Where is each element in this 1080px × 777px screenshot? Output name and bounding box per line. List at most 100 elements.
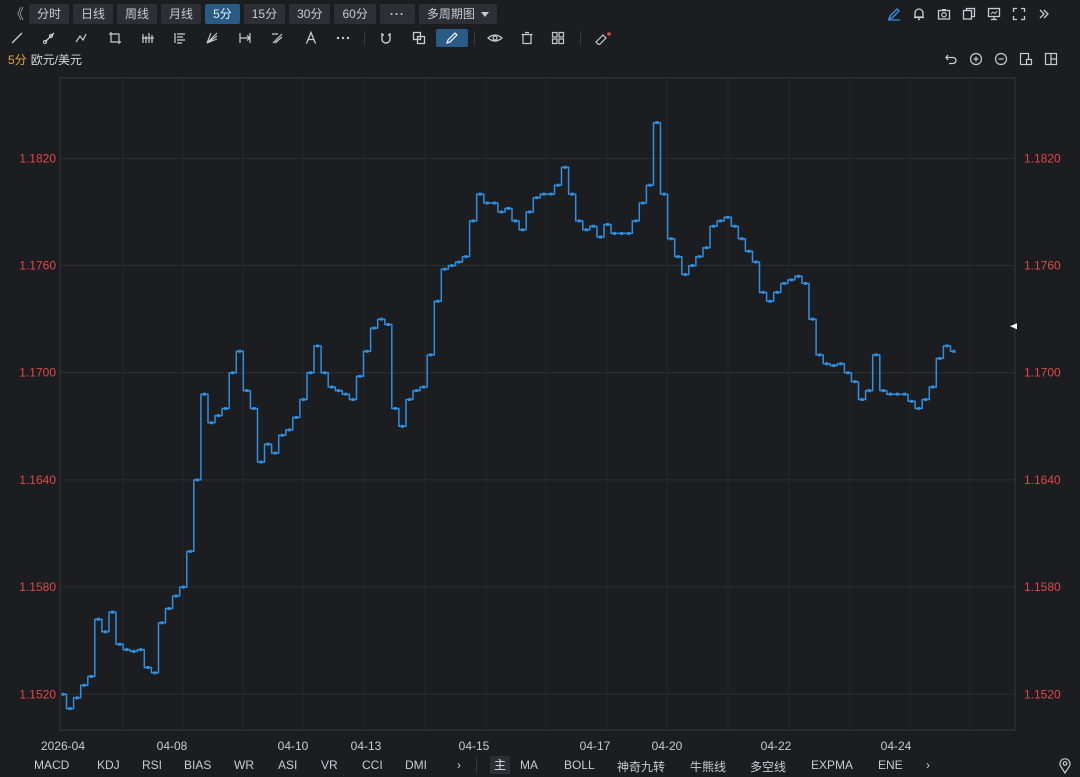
indicator-wr[interactable]: WR xyxy=(234,758,254,772)
price-series xyxy=(61,121,956,711)
period-button-daily[interactable]: 日线 xyxy=(73,4,114,24)
text-tool-icon[interactable] xyxy=(302,29,320,47)
price-point xyxy=(252,406,256,410)
layers-icon[interactable] xyxy=(410,29,428,47)
chevron-right-icon[interactable]: › xyxy=(926,758,930,772)
indicator-vr[interactable]: VR xyxy=(321,758,338,772)
indicator-dmi[interactable]: DMI xyxy=(405,758,427,772)
indicator-boll[interactable]: BOLL xyxy=(564,758,595,772)
magnet-icon[interactable] xyxy=(377,29,395,47)
zoom-in-icon[interactable] xyxy=(967,50,984,67)
price-point xyxy=(139,648,143,652)
price-point xyxy=(499,210,503,214)
more-tools-icon[interactable] xyxy=(334,29,352,47)
chevron-down-icon xyxy=(480,11,489,17)
indicator-magic-nine[interactable]: 神奇九转 xyxy=(617,760,666,774)
price-point xyxy=(75,696,79,700)
line-tool-icon[interactable] xyxy=(8,29,26,47)
price-point xyxy=(344,392,348,396)
period-button-monthly[interactable]: 月线 xyxy=(161,4,202,24)
indicator-ene[interactable]: ENE xyxy=(878,758,903,772)
chart-settings-icon[interactable] xyxy=(1017,50,1034,67)
price-point xyxy=(747,249,751,253)
price-point xyxy=(365,349,369,353)
price-chart[interactable]: 1.1820 1.1760 1.1700 1.1640 1.1580 1.1520 1.1… xyxy=(0,70,1080,754)
price-point xyxy=(874,353,878,357)
eye-icon[interactable] xyxy=(486,29,504,47)
y-tick-label: 1.1640 xyxy=(19,473,56,487)
indicator-expma[interactable]: EXPMA xyxy=(811,758,854,772)
location-pin-icon[interactable] xyxy=(1056,757,1073,774)
price-point xyxy=(429,353,433,357)
chevron-right-icon[interactable]: › xyxy=(457,758,461,772)
multi-period-dropdown[interactable]: 多周期图 xyxy=(418,4,497,24)
camera-icon[interactable] xyxy=(935,5,952,22)
layout-icon[interactable] xyxy=(1042,50,1059,67)
bell-icon[interactable] xyxy=(910,5,927,22)
zoom-out-icon[interactable] xyxy=(992,50,1009,67)
indicator-cci[interactable]: CCI xyxy=(362,758,383,772)
price-point xyxy=(358,374,362,378)
price-point xyxy=(174,594,178,598)
ray-tool-icon[interactable] xyxy=(40,29,58,47)
period-button-30min[interactable]: 30分 xyxy=(289,4,331,24)
price-point xyxy=(337,389,341,393)
indicator-bias[interactable]: BIAS xyxy=(184,758,212,772)
rectangle-tool-icon[interactable] xyxy=(106,29,124,47)
monitor-icon[interactable] xyxy=(985,5,1002,22)
x-tick-label: 04-17 xyxy=(580,739,611,753)
price-point xyxy=(846,371,850,375)
price-point xyxy=(181,585,185,589)
channel-tool-icon[interactable] xyxy=(139,29,157,47)
pencil-icon[interactable] xyxy=(885,5,902,22)
pitchfork-tool-icon[interactable] xyxy=(268,29,286,47)
period-button-5min[interactable]: 5分 xyxy=(205,4,240,24)
ruler-alert-icon[interactable] xyxy=(594,29,612,47)
indicator-asi[interactable]: ASI xyxy=(278,758,298,772)
fibonacci-tool-icon[interactable] xyxy=(171,29,189,47)
price-point xyxy=(584,228,588,232)
price-point xyxy=(125,648,129,652)
indicator-rsi[interactable]: RSI xyxy=(142,758,163,772)
indicator-long-short-line[interactable]: 多空线 xyxy=(750,760,787,774)
polyline-tool-icon[interactable] xyxy=(72,29,90,47)
price-point xyxy=(210,421,213,425)
price-point xyxy=(867,389,871,393)
price-point xyxy=(669,237,673,241)
last-price-marker xyxy=(1010,323,1017,330)
x-tick-label: 2026-04 xyxy=(41,739,85,753)
y-tick-label-right: 1.1580 xyxy=(1024,580,1061,594)
draw-mode-pencil-icon[interactable] xyxy=(436,29,468,47)
more-periods-button[interactable]: ··· xyxy=(379,4,415,24)
gann-fan-tool-icon[interactable] xyxy=(203,29,221,47)
undo-icon[interactable] xyxy=(942,50,959,67)
indicator-bull-bear-line[interactable]: 牛熊线 xyxy=(690,760,727,774)
price-point xyxy=(606,222,609,226)
price-point xyxy=(754,260,758,264)
grid-icon[interactable] xyxy=(549,29,567,47)
indicator-macd[interactable]: MACD xyxy=(34,758,70,772)
period-button-15min[interactable]: 15分 xyxy=(243,4,286,24)
price-point xyxy=(895,392,899,396)
collapse-panel-icon[interactable]: 《 xyxy=(10,6,24,22)
period-button-weekly[interactable]: 周线 xyxy=(117,4,158,24)
measure-tool-icon[interactable] xyxy=(236,29,254,47)
price-point xyxy=(535,196,539,200)
y-tick-label: 1.1520 xyxy=(19,687,56,701)
fullscreen-icon[interactable] xyxy=(1010,5,1027,22)
indicator-ma[interactable]: MA xyxy=(520,758,538,772)
price-point xyxy=(613,231,617,235)
expand-right-icon[interactable] xyxy=(1035,5,1052,22)
period-button-60min[interactable]: 60分 xyxy=(334,4,376,24)
chart-controls xyxy=(942,50,1059,67)
indicator-kdj[interactable]: KDJ xyxy=(97,758,120,772)
period-button-timeshare[interactable]: 分时 xyxy=(29,4,70,24)
price-point xyxy=(938,356,942,360)
price-point xyxy=(782,281,786,285)
main-indicator-tab[interactable]: 主 xyxy=(490,756,510,774)
price-point xyxy=(690,264,694,268)
x-tick-label: 04-13 xyxy=(351,739,382,753)
copy-icon[interactable] xyxy=(960,5,977,22)
price-point xyxy=(485,201,489,205)
delete-icon[interactable] xyxy=(518,29,536,47)
